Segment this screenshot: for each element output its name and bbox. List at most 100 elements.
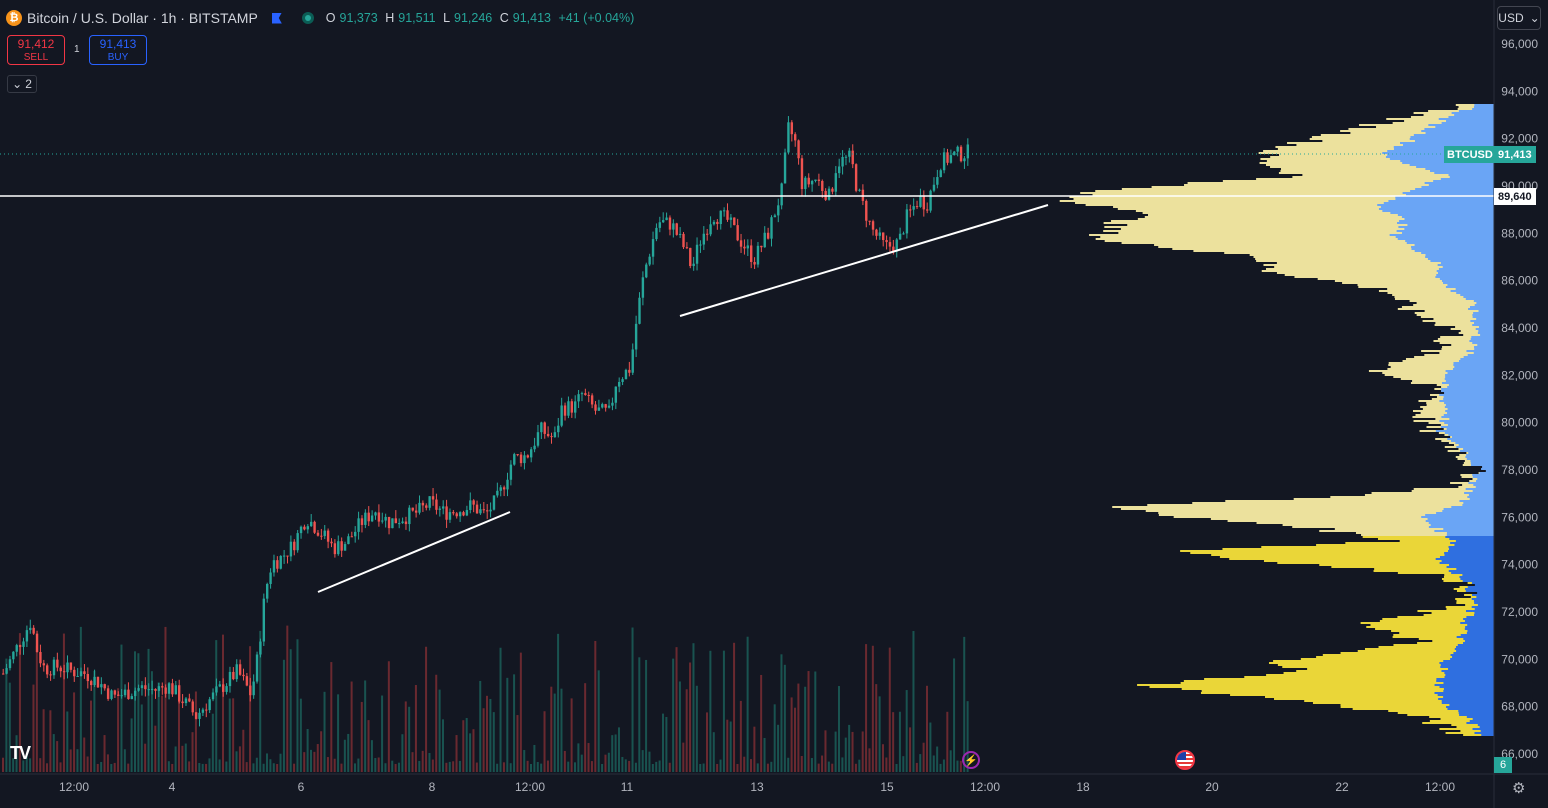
volume-bar [746, 636, 749, 772]
candle-body [743, 246, 746, 249]
volume-profile-bar [1458, 332, 1494, 334]
tradingview-logo-icon[interactable]: TV [10, 743, 31, 763]
gear-icon[interactable]: ⚙ [1512, 780, 1526, 797]
symbol-title[interactable]: Bitcoin / U.S. Dollar · 1h · BITSTAMP [27, 10, 258, 26]
volume-profile-value-area [1439, 278, 1494, 280]
candle-body [245, 676, 249, 686]
sell-button[interactable]: 91,412 SELL [7, 35, 65, 65]
volume-profile-value-area [1434, 684, 1494, 686]
candles [2, 116, 970, 727]
volume-profile-bar [1401, 306, 1494, 308]
volume-profile-value-area [1441, 390, 1494, 392]
volume-profile-value-area [1438, 118, 1494, 120]
volume-profile-value-area [1454, 366, 1494, 368]
candle-body [736, 225, 739, 241]
volume-bar [316, 744, 319, 772]
currency-select[interactable]: USD ⌄ [1497, 6, 1541, 30]
volume-bar [651, 763, 654, 772]
volume-profile-bar [1266, 268, 1494, 270]
candle-body [255, 654, 259, 682]
candle-body [871, 221, 875, 230]
volume-profile-value-area [1482, 466, 1494, 468]
market-open-icon[interactable] [301, 12, 314, 24]
volume-profile-bar [1085, 204, 1494, 206]
volume-bar [262, 763, 265, 772]
volume-profile-value-area [1460, 358, 1494, 360]
candle-body [814, 179, 817, 182]
volume-profile-value-area [1436, 680, 1494, 682]
candle-body [306, 526, 310, 530]
volume-bar [621, 756, 624, 772]
candle-body [882, 232, 885, 241]
volume-profile-bar [1422, 722, 1494, 724]
candle-body [340, 541, 343, 551]
volume-profile-value-area [1439, 562, 1494, 564]
candle-body [35, 633, 39, 652]
volume-bar [699, 763, 702, 772]
volume-profile-bar [1417, 642, 1494, 644]
candle-body [269, 572, 272, 584]
volume-profile-value-area [1448, 548, 1494, 550]
candle-body [885, 240, 888, 243]
volume-profile-value-area [1447, 408, 1494, 410]
candle-body [489, 509, 492, 512]
volume-profile-value-area [1450, 658, 1494, 660]
volume-bar [675, 647, 678, 772]
volume-profile-value-area [1466, 632, 1494, 634]
indicators-toggle-button[interactable]: ⌄ 2 [7, 75, 37, 93]
volume-bar [201, 763, 204, 772]
volume-profile-value-area [1444, 552, 1494, 554]
candle-body [140, 685, 144, 689]
volume-bar [387, 661, 390, 772]
volume-bar [408, 706, 411, 772]
volume-profile-value-area [1450, 542, 1494, 544]
volume-profile-bar [1222, 548, 1494, 550]
trendline-2[interactable] [679, 204, 1049, 317]
candle-body [553, 432, 557, 438]
volume-profile-bar [1455, 326, 1494, 328]
price-tick-label: 72,000 [1501, 605, 1538, 619]
buy-button[interactable]: 91,413 BUY [89, 35, 147, 65]
volume-bar [86, 756, 89, 772]
volume-profile-value-area [1477, 724, 1494, 726]
candle-body [530, 449, 533, 458]
candle-body [242, 674, 245, 677]
volume-profile-value-area [1444, 676, 1494, 678]
volume-bar [543, 711, 546, 772]
volume-profile-bar [1388, 362, 1494, 364]
volume-profile-bar [1284, 274, 1494, 276]
volume-profile-bar [1397, 616, 1494, 618]
volume-bar [337, 694, 340, 772]
volume-profile-bar [1181, 688, 1494, 690]
volume-profile-value-area [1460, 578, 1494, 580]
candle-body [513, 454, 516, 465]
level-price-tag[interactable]: 89,640 [1494, 188, 1536, 205]
flag-icon[interactable] [271, 12, 282, 24]
candle-body [719, 210, 722, 225]
candle-body [117, 694, 120, 696]
volume-profile-value-area [1463, 356, 1494, 358]
volume-profile-bar [1229, 558, 1494, 560]
volume-bar [438, 689, 441, 772]
volume-bar [367, 720, 370, 772]
price-tick-label: 88,000 [1501, 226, 1538, 240]
volume-bar [831, 763, 834, 772]
price-tick-label: 80,000 [1501, 416, 1538, 430]
volume-profile-value-area [1433, 180, 1494, 182]
candle-body [526, 455, 530, 458]
volume-bar [875, 684, 878, 772]
lightning-icon[interactable]: ⚡ [962, 751, 980, 769]
candle-body [46, 665, 49, 675]
volume-profile-value-area [1464, 492, 1494, 494]
us-flag-icon[interactable] [1175, 750, 1195, 770]
volume-bar [411, 752, 414, 772]
volume-profile-bar [1270, 156, 1494, 158]
trendline-1[interactable] [317, 511, 511, 593]
volume-profile-value-area [1449, 564, 1494, 566]
candle-body [716, 221, 719, 225]
volume-bar [414, 685, 417, 772]
volume-bar [685, 689, 688, 772]
volume-bar [739, 700, 742, 772]
volume-profile-bar [1445, 732, 1494, 734]
